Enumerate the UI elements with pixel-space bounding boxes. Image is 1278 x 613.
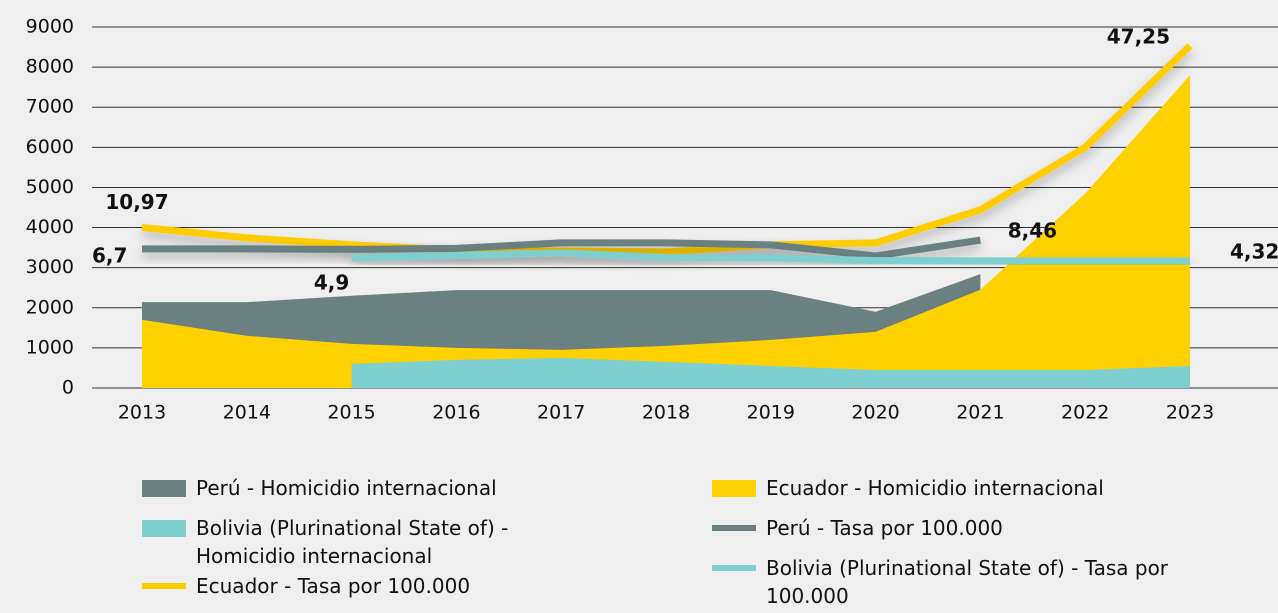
y-tick-label: 4000: [26, 216, 74, 238]
legend-swatch: [712, 525, 756, 531]
line: [351, 249, 1190, 265]
data-label: 4,9: [314, 270, 349, 294]
data-label: 10,97: [105, 190, 168, 214]
legend-label: Ecuador - Tasa por 100.000: [196, 574, 471, 598]
x-tick-label: 2015: [327, 402, 375, 424]
y-tick-label: 8000: [26, 56, 74, 78]
x-tick-label: 2014: [223, 402, 271, 424]
legend-swatch: [712, 480, 756, 497]
x-tick-label: 2021: [956, 402, 1004, 424]
legend-swatch: [142, 520, 186, 537]
legend-swatch: [712, 565, 756, 571]
y-tick-label: 5000: [26, 176, 74, 198]
x-tick-label: 2017: [537, 402, 585, 424]
x-tick-label: 2023: [1166, 402, 1214, 424]
legend-label: Ecuador - Homicidio internacional: [766, 476, 1104, 500]
x-tick-label: 2016: [432, 402, 480, 424]
x-tick-label: 2020: [851, 402, 899, 424]
legend-swatch: [142, 583, 186, 589]
x-tick-label: 2019: [747, 402, 795, 424]
y-tick-label: 0: [62, 377, 74, 399]
area: [142, 75, 1190, 388]
y-tick-label: 2000: [26, 296, 74, 318]
area: [351, 357, 1191, 388]
legend-label: Perú - Tasa por 100.000: [766, 516, 1003, 540]
line: [142, 236, 981, 260]
data-label: 4,32: [1230, 239, 1278, 263]
legend-label: Perú - Homicidio internacional: [196, 476, 497, 500]
x-tick-label: 2018: [642, 402, 690, 424]
data-label: 47,25: [1107, 24, 1170, 48]
legend-swatch: [142, 480, 186, 497]
y-tick-label: 9000: [26, 16, 74, 38]
legend-label: Bolivia (Plurinational State of) - Homic…: [196, 516, 509, 568]
y-tick-label: 7000: [26, 96, 74, 118]
data-label: 8,46: [1008, 219, 1057, 243]
legend-label: Bolivia (Plurinational State of) - Tasa …: [766, 556, 1169, 608]
y-tick-label: 1000: [26, 336, 74, 358]
y-tick-label: 6000: [26, 136, 74, 158]
line: [141, 43, 1193, 256]
y-tick-label: 3000: [26, 256, 74, 278]
data-label: 6,7: [92, 243, 127, 267]
x-tick-label: 2013: [118, 402, 166, 424]
x-tick-label: 2022: [1061, 402, 1109, 424]
